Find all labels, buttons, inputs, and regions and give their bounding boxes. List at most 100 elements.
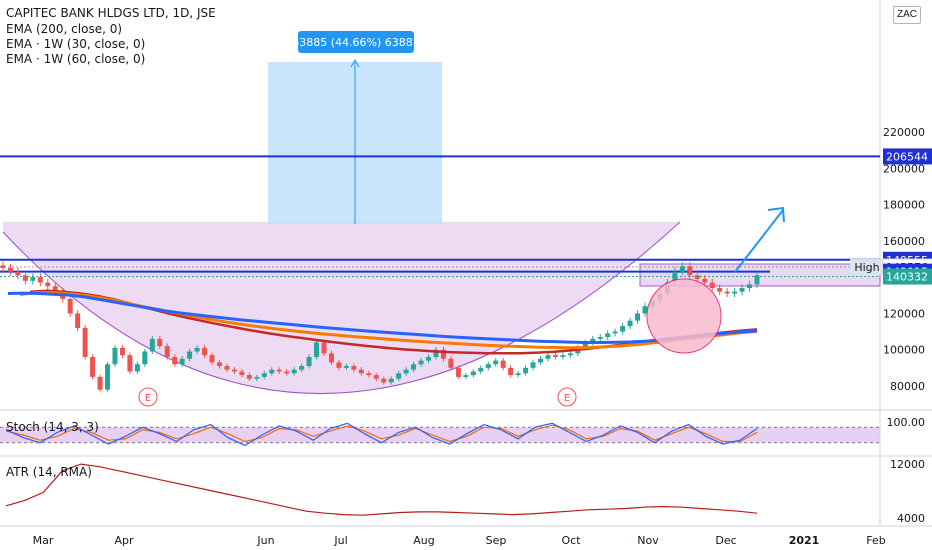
price-series [0,261,760,392]
price-tag-label: 206544 [886,150,928,163]
candle [500,360,506,368]
candle [314,342,320,357]
candle [440,349,446,359]
candle [254,376,260,379]
candle [164,346,170,357]
candle [508,367,514,376]
candle [246,375,252,379]
candle [493,360,499,365]
candle [231,369,237,372]
candle [97,376,103,390]
y-tick-label: 100000 [883,344,925,357]
candle [202,347,208,356]
candle [642,306,648,314]
candle [209,355,215,363]
x-tick-label: Aug [413,534,434,547]
price-tag-label: 140332 [886,271,928,284]
projection-arrow [734,209,784,273]
earnings-marker-label: E [564,393,570,404]
candle [216,362,222,367]
candle [605,333,611,338]
candle [538,358,544,363]
candle [105,364,111,390]
legend-ema200: EMA (200, close, 0) [6,22,123,36]
candle [299,366,305,370]
price-tag-box [883,148,932,165]
cup-pattern-fill [3,222,680,394]
high-tag-box [850,259,884,276]
candle [336,362,342,368]
candle [530,362,536,368]
candle [328,353,334,363]
candle [373,375,379,379]
candle [52,286,58,292]
y-tick-label: 120000 [883,307,925,320]
candle [724,291,730,294]
candle [463,375,469,377]
highlight-circle [646,278,722,354]
candle [45,282,51,287]
candle [269,369,275,374]
candle [37,277,43,283]
candle [172,356,178,365]
candle [127,355,133,372]
candle [470,371,476,376]
x-tick-label: Oct [561,534,581,547]
candle [142,351,148,365]
x-tick-label: Feb [866,534,885,547]
candle [22,275,28,281]
legend-ema60w: EMA · 1W (60, close, 0) [6,52,146,66]
legend-ema30w: EMA · 1W (30, close, 0) [6,37,146,51]
candle [239,371,245,376]
cup-pattern-arc [2,221,681,394]
candle [224,366,230,370]
candle [717,288,723,292]
candle [381,378,387,383]
candle [403,369,409,374]
candle [485,364,491,368]
y-tick-label: 180000 [883,199,925,212]
candle [179,358,185,365]
candle [321,342,327,354]
x-tick-label: Jun [256,534,274,547]
candle [478,367,484,372]
earnings-marker [557,387,577,407]
x-tick-label: Jul [333,534,347,547]
candle [358,369,364,374]
candle [0,265,6,269]
candle [635,313,641,321]
candle [388,378,394,383]
candle [411,364,417,370]
high-tag-label: High [854,261,879,274]
candle [112,347,118,365]
candle [552,355,558,357]
atr-line [5,463,758,516]
x-tick-label: Mar [33,534,54,547]
candle [15,271,21,276]
y-tick-label: 200000 [883,162,925,175]
x-tick-label: Sep [486,534,507,547]
atr-tick-label: 4000 [897,512,925,525]
candle [351,366,357,370]
x-tick-label: 2021 [789,534,820,547]
candle [515,373,521,376]
stoch-k-line [5,422,758,447]
x-tick-label: Apr [114,534,134,547]
candle [134,364,140,372]
candle [7,268,13,272]
candle [396,373,402,379]
candle [739,288,745,292]
earnings-marker [138,387,158,407]
candle [545,355,551,359]
earnings-marker-label: E [145,393,151,404]
symbol-title: CAPITEC BANK HLDGS LTD, 1D, JSE [6,6,216,20]
candle [90,356,96,377]
currency-badge[interactable]: ZAC [893,6,921,24]
x-tick-label: Nov [637,534,659,547]
candle [709,282,715,289]
candle [448,358,454,368]
candle [75,313,81,328]
stoch-label: Stoch (14, 3, 3) [6,420,99,434]
measure-label-box [298,31,414,53]
